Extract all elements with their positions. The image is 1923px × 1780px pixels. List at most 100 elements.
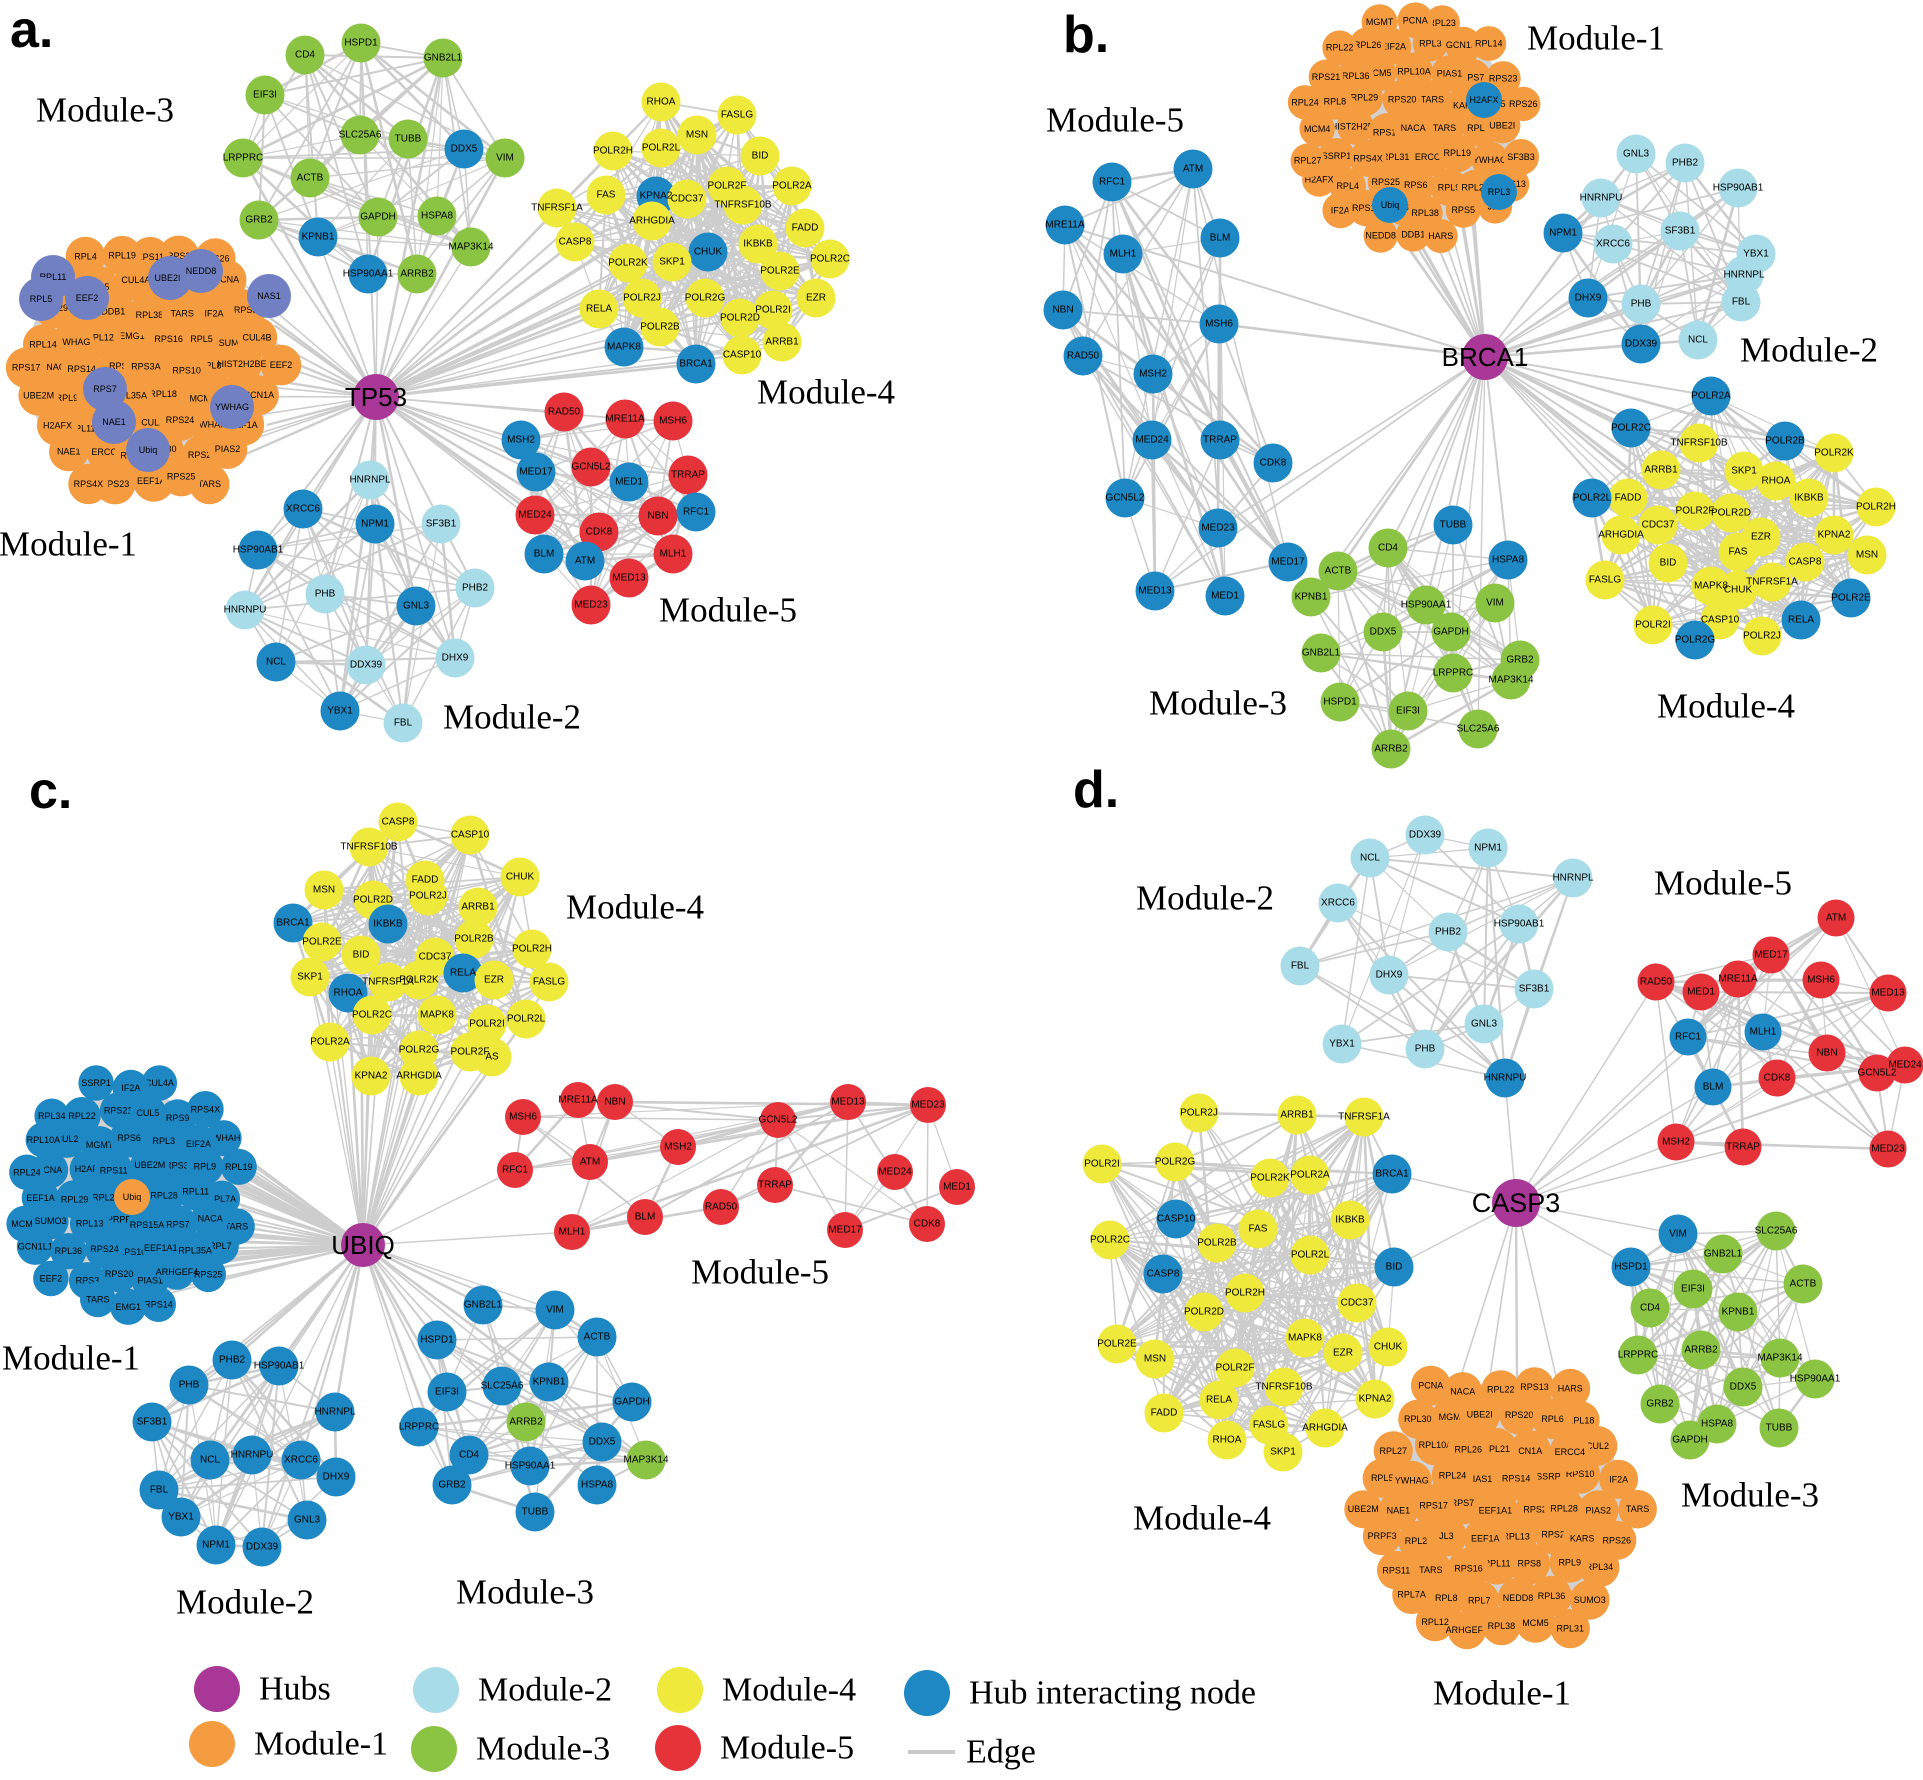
svg-text:NACA: NACA <box>198 1214 223 1224</box>
svg-text:EEF1A1: EEF1A1 <box>144 1243 178 1253</box>
svg-text:RPL26: RPL26 <box>1455 1445 1483 1455</box>
svg-text:RPS16: RPS16 <box>1454 1564 1483 1574</box>
svg-text:Module-4: Module-4 <box>1133 1499 1271 1538</box>
svg-text:CHUK: CHUK <box>506 872 535 883</box>
svg-text:RPS23: RPS23 <box>1489 74 1518 84</box>
svg-text:Hub interacting node: Hub interacting node <box>969 1675 1256 1712</box>
svg-text:CDK8: CDK8 <box>586 527 613 538</box>
svg-text:CASP8: CASP8 <box>1789 557 1822 568</box>
svg-text:TARS: TARS <box>171 308 194 318</box>
svg-text:TUBB: TUBB <box>395 134 422 145</box>
svg-text:NACA: NACA <box>1401 123 1426 133</box>
svg-text:SLC25A6: SLC25A6 <box>481 1381 524 1392</box>
svg-text:XRCC6: XRCC6 <box>286 504 320 515</box>
svg-text:MED24: MED24 <box>518 510 552 521</box>
svg-text:RHOA: RHOA <box>647 97 676 108</box>
svg-text:JL3: JL3 <box>1439 1531 1454 1541</box>
svg-text:Module-5: Module-5 <box>691 1253 829 1292</box>
svg-text:Module-1: Module-1 <box>1527 19 1665 58</box>
svg-text:LRPPRC: LRPPRC <box>399 1422 440 1433</box>
svg-text:SKP1: SKP1 <box>659 257 685 268</box>
svg-text:ARRB2: ARRB2 <box>1374 744 1408 755</box>
svg-text:MGMT: MGMT <box>86 1140 114 1150</box>
svg-text:EZR: EZR <box>1333 1348 1353 1359</box>
svg-text:POLR2H: POLR2H <box>1856 502 1896 513</box>
svg-text:RAD50: RAD50 <box>1640 977 1673 988</box>
svg-text:RPS25: RPS25 <box>167 471 196 481</box>
svg-text:ERCC4: ERCC4 <box>1555 1447 1586 1457</box>
svg-text:POLR2J: POLR2J <box>1743 631 1781 642</box>
svg-text:Module-4: Module-4 <box>1657 687 1795 726</box>
svg-text:POLR2D: POLR2D <box>1711 508 1751 519</box>
svg-text:POLR2G: POLR2G <box>685 293 726 304</box>
svg-text:MED24: MED24 <box>1135 435 1169 446</box>
svg-text:RFC1: RFC1 <box>1099 177 1126 188</box>
svg-text:MED13: MED13 <box>831 1097 865 1108</box>
svg-text:RPS8: RPS8 <box>1518 1559 1542 1569</box>
svg-text:POLR2F: POLR2F <box>1676 506 1715 517</box>
svg-text:ATM: ATM <box>575 556 595 567</box>
svg-text:MED1: MED1 <box>1211 591 1239 602</box>
svg-text:DHX9: DHX9 <box>442 653 469 664</box>
svg-text:GAPDH: GAPDH <box>1672 1435 1708 1446</box>
svg-text:TNFRSF10B: TNFRSF10B <box>1670 438 1728 449</box>
svg-text:RHOA: RHOA <box>1762 476 1791 487</box>
svg-text:ACTB: ACTB <box>1790 1279 1817 1290</box>
svg-text:MED24: MED24 <box>878 1167 912 1178</box>
svg-text:AS: AS <box>485 1052 499 1063</box>
svg-text:CUL4A: CUL4A <box>121 275 150 285</box>
svg-text:FADD: FADD <box>1151 1408 1178 1419</box>
svg-text:Module-2: Module-2 <box>1740 331 1878 370</box>
svg-text:RPL29: RPL29 <box>1351 93 1379 103</box>
svg-text:MED23: MED23 <box>574 600 608 611</box>
svg-text:HSPA8: HSPA8 <box>1701 1419 1733 1430</box>
svg-text:ARRB1: ARRB1 <box>461 902 495 913</box>
svg-text:CDC37: CDC37 <box>1642 520 1675 531</box>
svg-text:RPL5: RPL5 <box>1371 1473 1394 1483</box>
svg-text:HSP90AB1: HSP90AB1 <box>1494 919 1545 930</box>
svg-text:KPNA2: KPNA2 <box>640 191 673 202</box>
svg-text:IKBKB: IKBKB <box>373 919 403 930</box>
svg-text:XRCC6: XRCC6 <box>1321 898 1355 909</box>
svg-text:MSH6: MSH6 <box>1807 975 1835 986</box>
svg-text:ARHGDIA: ARHGDIA <box>1302 1423 1348 1434</box>
svg-text:RPS26: RPS26 <box>1509 99 1538 109</box>
svg-text:POLR2C: POLR2C <box>352 1010 392 1021</box>
svg-text:RPL19: RPL19 <box>108 251 136 261</box>
svg-text:MAPK8: MAPK8 <box>607 342 641 353</box>
svg-text:YWHAG: YWHAG <box>1395 1476 1429 1486</box>
svg-text:GCN5L2: GCN5L2 <box>1858 1068 1897 1079</box>
svg-text:MSH6: MSH6 <box>1205 319 1233 330</box>
svg-text:MSN: MSN <box>686 130 708 141</box>
svg-text:NPM1: NPM1 <box>361 519 389 530</box>
svg-text:RPL24: RPL24 <box>1291 97 1319 107</box>
svg-text:CDC37: CDC37 <box>671 194 704 205</box>
svg-text:YBX1: YBX1 <box>327 706 353 717</box>
svg-text:GNB2L1: GNB2L1 <box>1302 648 1341 659</box>
svg-text:RPL9: RPL9 <box>1558 1558 1581 1568</box>
svg-text:UBE2M: UBE2M <box>23 391 54 401</box>
svg-text:MRE11A: MRE11A <box>1045 220 1085 231</box>
svg-text:RPL34: RPL34 <box>38 1111 66 1121</box>
svg-text:ATM: ATM <box>1183 164 1203 175</box>
svg-text:NAE1: NAE1 <box>102 417 126 427</box>
svg-text:EEF2: EEF2 <box>40 1273 63 1283</box>
svg-text:NACA: NACA <box>1450 1387 1475 1397</box>
svg-text:MED23: MED23 <box>911 1100 945 1111</box>
svg-text:SLC25A6: SLC25A6 <box>1457 724 1500 735</box>
svg-text:GNB2L1: GNB2L1 <box>464 1300 503 1311</box>
svg-text:RPL24: RPL24 <box>13 1167 41 1177</box>
svg-text:EIF3I: EIF3I <box>435 1387 459 1398</box>
svg-text:RPL10A: RPL10A <box>27 1135 61 1145</box>
svg-text:NEDD8: NEDD8 <box>1503 1593 1534 1603</box>
svg-text:CHUK: CHUK <box>694 247 723 258</box>
svg-text:FAS: FAS <box>1729 547 1748 558</box>
svg-text:DDX5: DDX5 <box>1730 1382 1757 1393</box>
svg-text:ACTB: ACTB <box>1325 566 1352 577</box>
svg-text:RFC1: RFC1 <box>683 507 710 518</box>
svg-text:NEDD8: NEDD8 <box>186 266 217 276</box>
svg-text:RPS16: RPS16 <box>154 334 183 344</box>
svg-text:BRCA1: BRCA1 <box>1442 342 1529 372</box>
svg-text:XRCC6: XRCC6 <box>284 1455 318 1466</box>
svg-text:TARS: TARS <box>1433 123 1456 133</box>
